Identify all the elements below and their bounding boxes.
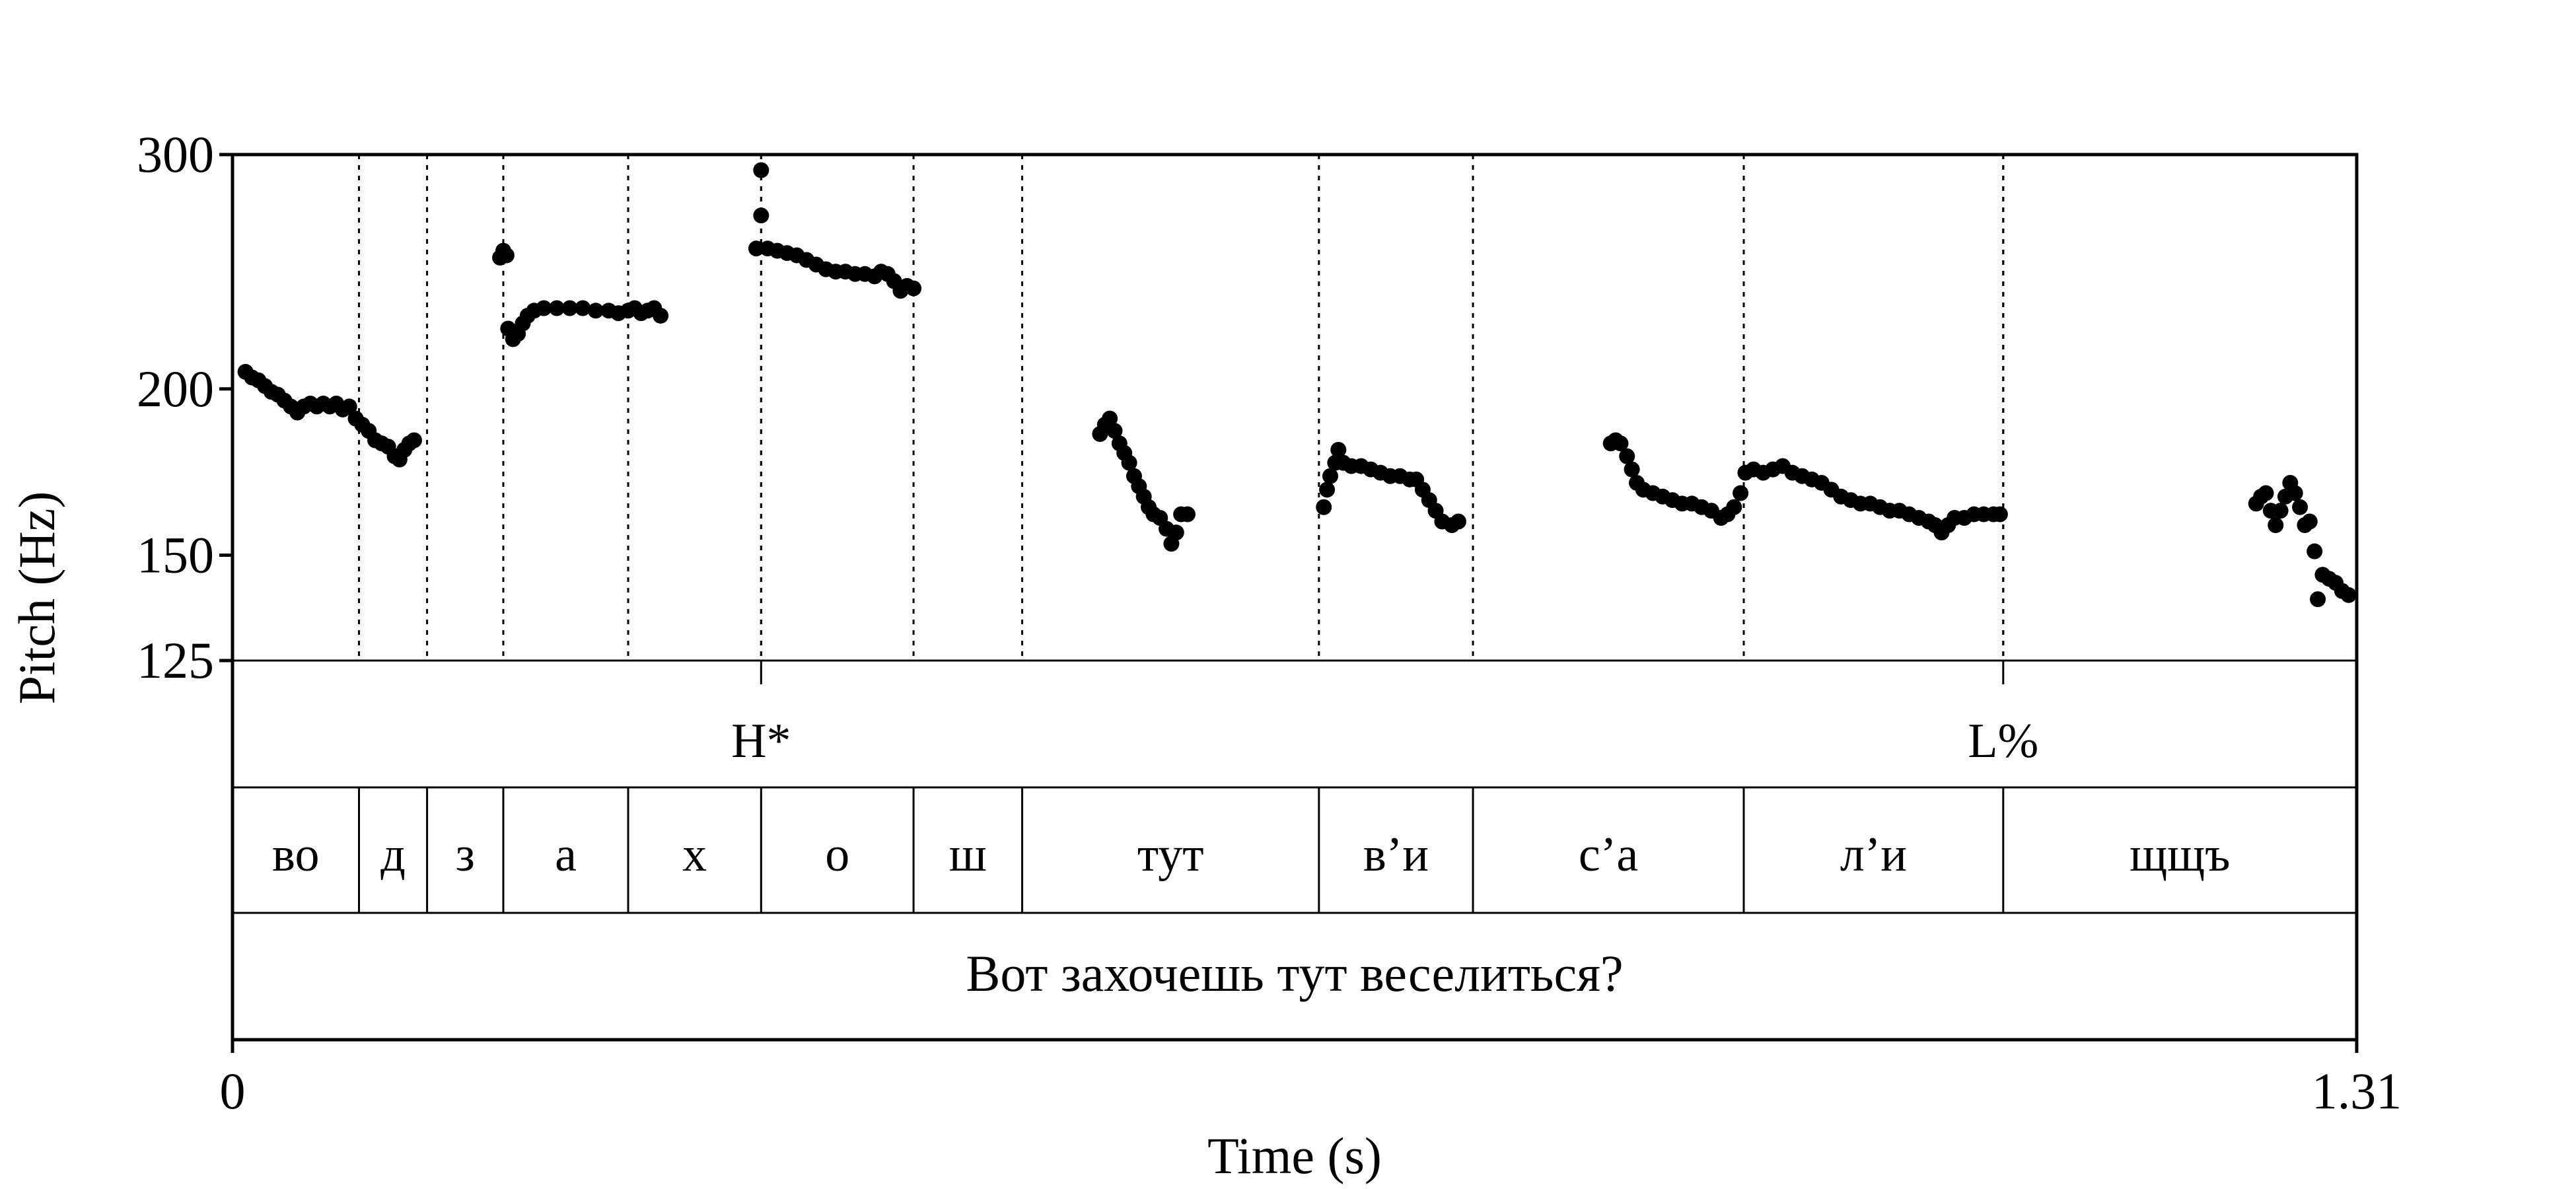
pitch-point (653, 307, 669, 324)
pitch-points (237, 162, 2357, 608)
segment-label: л’и (1840, 828, 1907, 882)
segment-label: о (825, 828, 849, 882)
pitch-point (2268, 517, 2284, 534)
segment-label: во (272, 828, 319, 882)
pitch-point (406, 432, 422, 449)
plot-frame (231, 153, 2359, 1042)
pitch-point (1624, 461, 1640, 478)
pitch-point (1330, 441, 1347, 458)
tone-label: L% (1968, 714, 2038, 768)
y-tick-label-150: 150 (137, 526, 214, 583)
pitch-point (753, 207, 769, 224)
pitch-point (1322, 468, 1339, 484)
pitch-point (2258, 485, 2274, 501)
segment-tier: во д з а х о ш тут в’и с’а л’и щщъ (272, 787, 2231, 913)
x-axis-title: Time (s) (1207, 1127, 1382, 1184)
y-tick-label-300: 300 (137, 126, 214, 183)
segment-label: с’а (1579, 828, 1638, 882)
pitch-point (1121, 454, 1137, 471)
segment-label: тут (1137, 828, 1204, 882)
pitch-point (498, 247, 515, 264)
y-axis: 300 200 150 125 (137, 126, 233, 689)
pitch-point (1733, 485, 1749, 501)
pitch-point (561, 300, 578, 316)
segment-label: в’и (1363, 828, 1429, 882)
pitch-point (1991, 506, 2008, 522)
pitch-point (2292, 499, 2308, 515)
pitch-point (2301, 513, 2318, 530)
segment-label: х (682, 828, 707, 882)
pitch-point (906, 280, 922, 297)
segment-guide-lines (357, 155, 2005, 661)
pitch-point (1726, 499, 1742, 515)
tone-tier: H* L% (731, 661, 2038, 768)
pitch-point (1102, 410, 1118, 427)
pitch-point (587, 303, 604, 319)
pitch-point (536, 300, 552, 316)
pitch-point (753, 162, 769, 178)
segment-label: з (456, 828, 475, 882)
pitch-point (1450, 513, 1466, 530)
tone-label: H* (731, 714, 791, 768)
pitch-point (575, 300, 591, 316)
pitch-point (1319, 482, 1336, 498)
pitch-point (2310, 591, 2326, 608)
pitch-point (1316, 499, 1332, 515)
pitch-point (2340, 587, 2357, 603)
pitch-point (341, 398, 357, 415)
pitch-point (548, 300, 565, 316)
segment-label: а (555, 828, 577, 882)
segment-label: ш (949, 828, 987, 882)
y-tick-label-200: 200 (137, 360, 214, 417)
pitch-point (1179, 506, 1196, 522)
pitch-point (1106, 423, 1123, 439)
x-tick-label-start: 0 (220, 1062, 246, 1120)
segment-label: щщъ (2129, 828, 2230, 882)
y-tick-label-125: 125 (137, 631, 214, 689)
pitch-point (748, 240, 764, 257)
pitch-point (2272, 503, 2289, 519)
sentence-label: Вот захочешь тут веселиться? (966, 945, 1623, 1002)
x-tick-label-end: 1.31 (2312, 1062, 2402, 1120)
pitch-point (2307, 543, 2323, 559)
y-axis-title: Pitch (Hz) (8, 491, 65, 705)
pitch-point (1619, 448, 1635, 464)
pitch-point (1612, 435, 1629, 452)
pitch-point (2287, 485, 2303, 501)
segment-label: д (380, 828, 406, 882)
pitch-point (1168, 524, 1184, 541)
